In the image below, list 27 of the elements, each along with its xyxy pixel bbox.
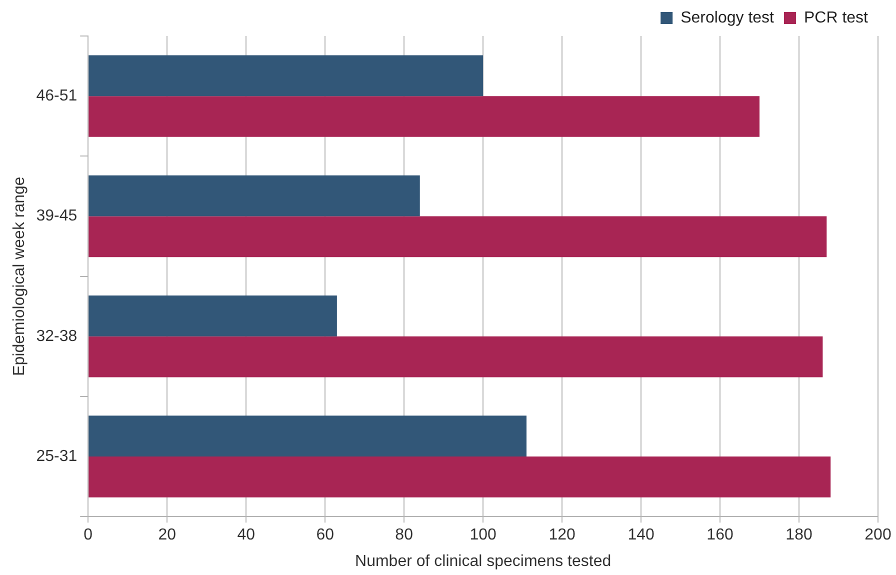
x-tick-label: 80 [395, 526, 414, 544]
bar [88, 175, 420, 216]
x-tick-label: 160 [706, 526, 734, 544]
x-tick-label: 120 [548, 526, 576, 544]
y-axis-title: Epidemiological week range [11, 176, 28, 376]
x-tick-label: 140 [628, 526, 654, 544]
x-tick-label: 100 [470, 526, 497, 544]
bar [88, 416, 527, 457]
y-tick-label: 39-45 [36, 208, 78, 225]
bar [88, 216, 827, 258]
x-tick-label: 0 [84, 526, 93, 544]
x-axis-title: Number of clinical specimens tested [355, 552, 612, 570]
y-tick-label: 32-38 [36, 328, 78, 345]
bar [88, 96, 760, 137]
bar [88, 296, 337, 336]
x-tick-label: 40 [237, 526, 256, 544]
x-tick-label: 180 [786, 526, 812, 544]
legend-label: Serology test [680, 9, 775, 26]
bar [88, 336, 823, 378]
bar [88, 55, 484, 96]
x-tick-label: 200 [864, 526, 892, 544]
legend-label: PCR test [804, 9, 869, 26]
bar [88, 456, 831, 498]
x-tick-label: 60 [316, 526, 334, 544]
x-tick-label: 20 [158, 526, 176, 544]
y-tick-label: 25-31 [36, 448, 78, 465]
y-tick-label: 46-51 [36, 87, 78, 104]
